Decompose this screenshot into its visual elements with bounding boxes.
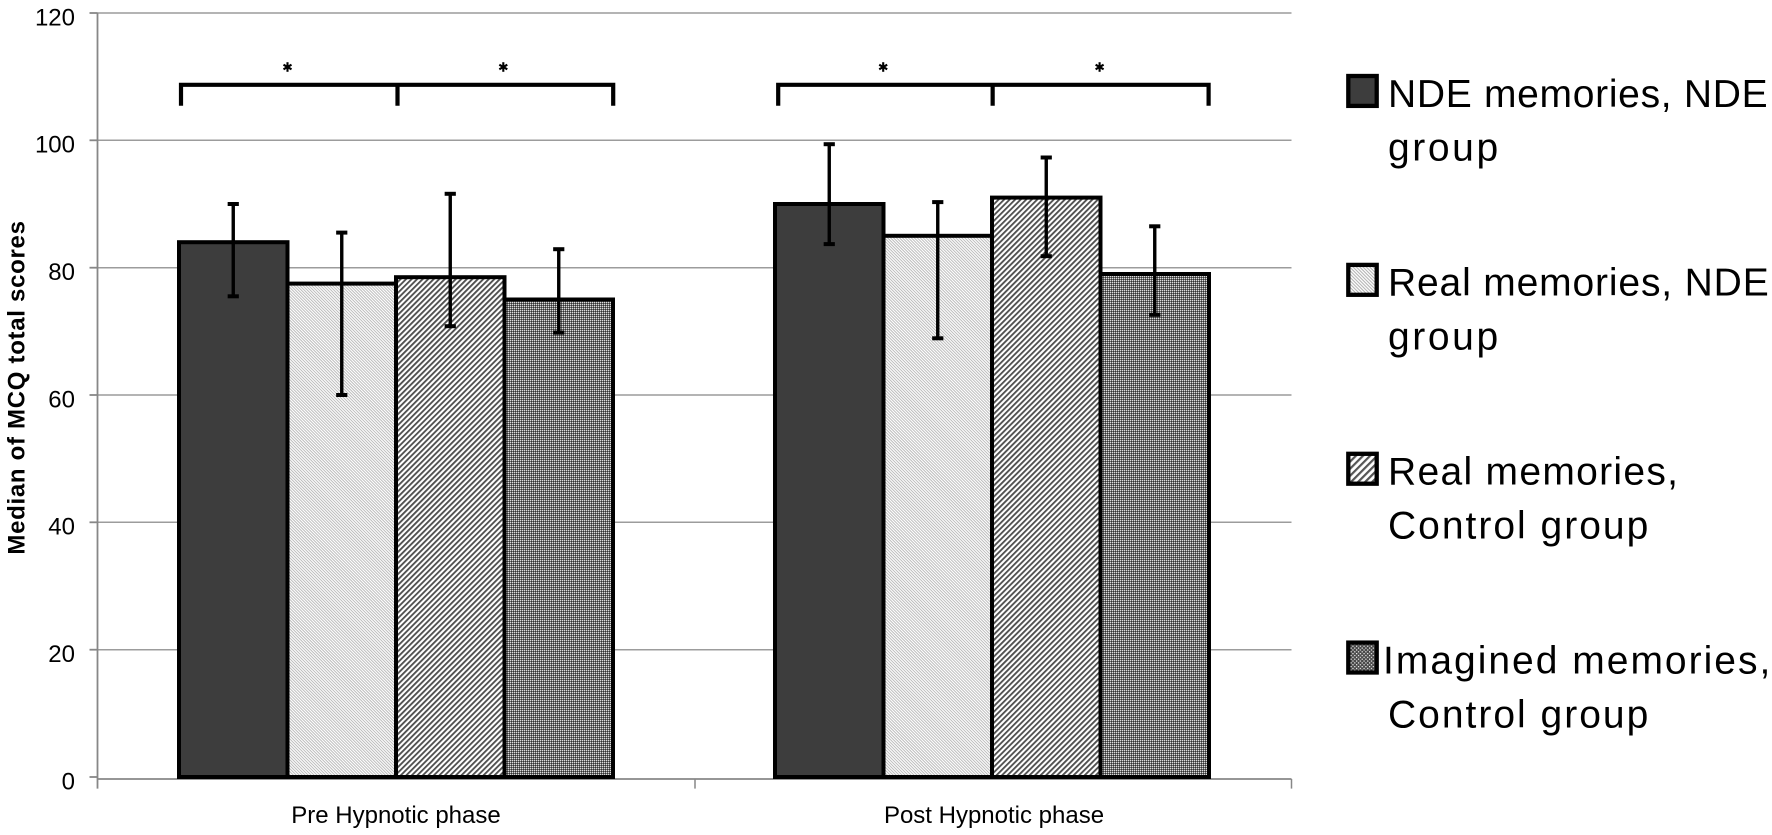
svg-text:Real memories,: Real memories, [1388, 451, 1679, 494]
svg-text:Imagined memories,: Imagined memories, [1383, 639, 1772, 682]
svg-text:group: group [1388, 127, 1501, 170]
svg-text:80: 80 [48, 259, 75, 286]
svg-text:NDE memories, NDE: NDE memories, NDE [1388, 73, 1768, 116]
svg-text:100: 100 [35, 132, 75, 159]
svg-text:Pre Hypnotic phase: Pre Hypnotic phase [291, 802, 500, 829]
svg-text:40: 40 [48, 514, 75, 541]
svg-text:0: 0 [62, 768, 75, 795]
svg-text:Control group: Control group [1388, 693, 1650, 736]
svg-text:Real memories, NDE: Real memories, NDE [1388, 262, 1770, 305]
svg-text:20: 20 [48, 641, 75, 668]
svg-text:Control group: Control group [1388, 505, 1650, 548]
svg-text:120: 120 [35, 4, 75, 31]
svg-text:Median of MCQ total scores: Median of MCQ total scores [4, 220, 31, 554]
svg-text:Post Hypnotic phase: Post Hypnotic phase [884, 802, 1104, 829]
svg-text:60: 60 [48, 386, 75, 413]
svg-text:group: group [1388, 316, 1501, 359]
